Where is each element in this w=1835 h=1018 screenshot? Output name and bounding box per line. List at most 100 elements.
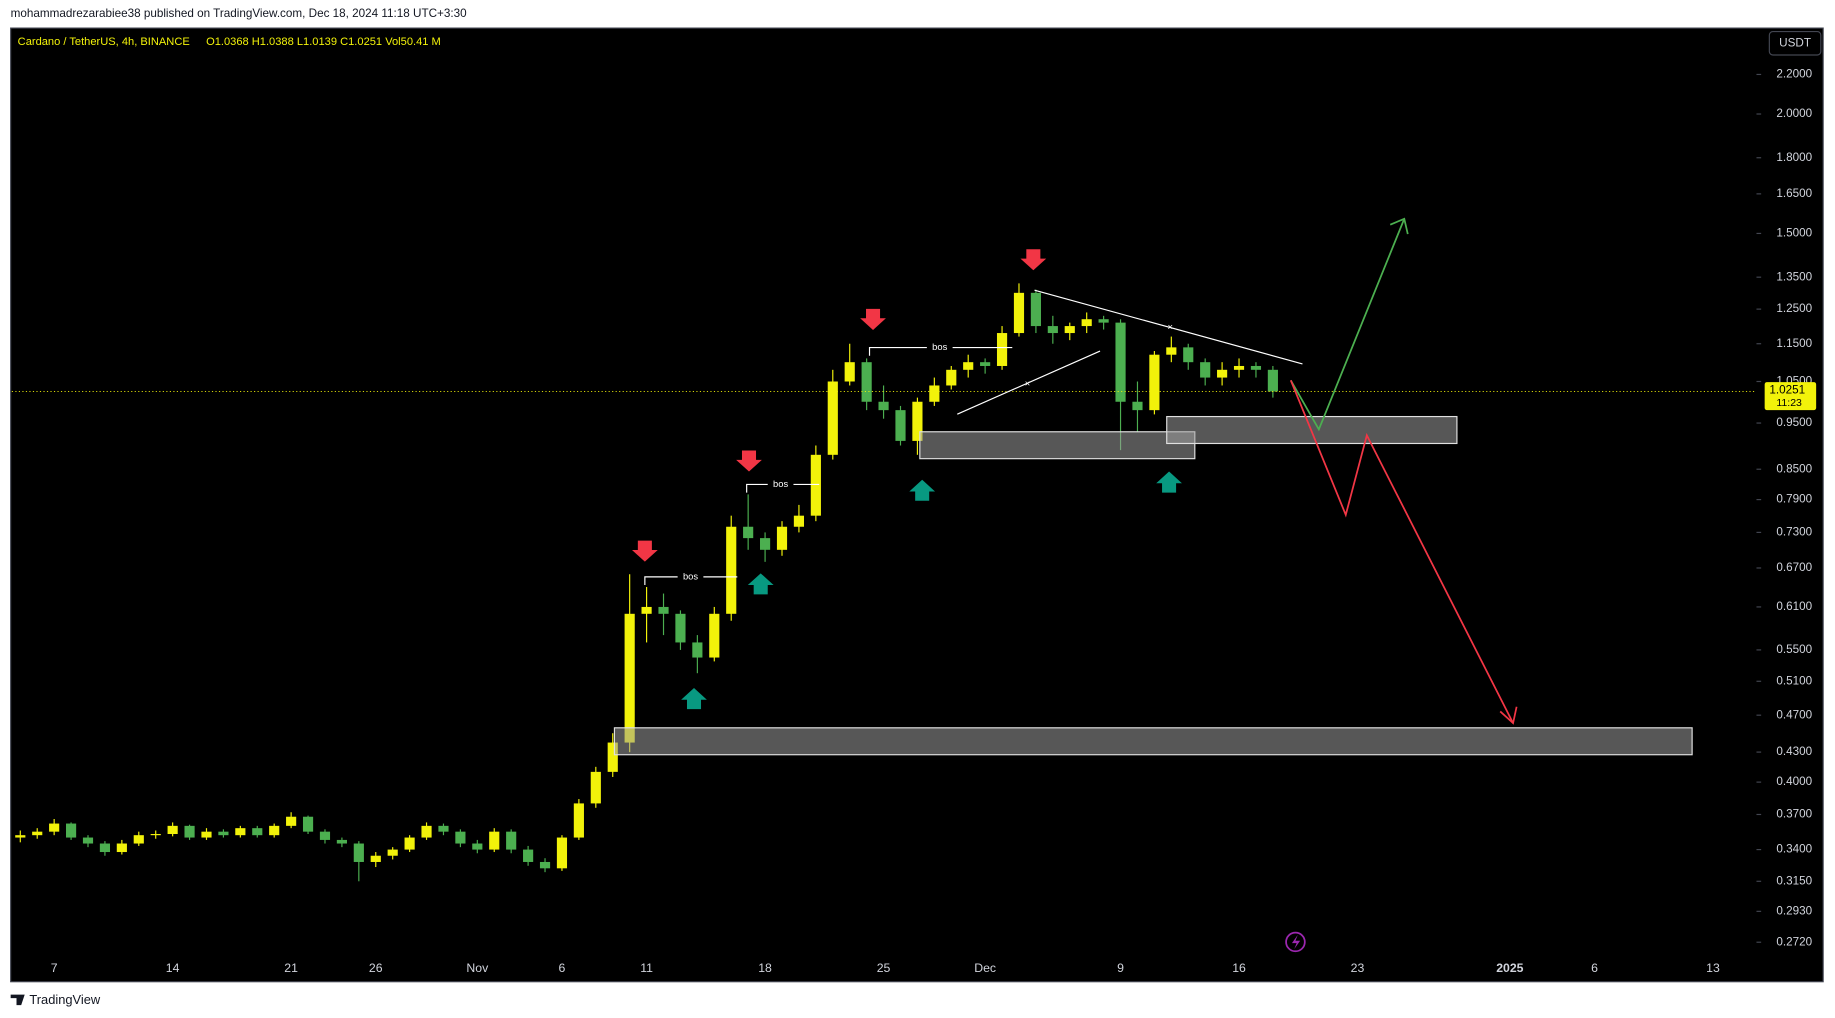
- arrowhead: [1389, 217, 1409, 235]
- candle-body: [455, 831, 466, 844]
- candle-body: [810, 454, 821, 516]
- candle-body: [201, 831, 212, 838]
- y-tick-label: 0.6100: [1776, 600, 1812, 613]
- currency-box[interactable]: [1768, 31, 1822, 56]
- candle-body: [1030, 292, 1041, 327]
- trendline: [957, 350, 1101, 415]
- zone: [919, 431, 1196, 460]
- bos-line: [644, 576, 738, 586]
- up-arrow: [1156, 471, 1182, 493]
- candle-body: [489, 831, 500, 850]
- y-tick-label: 0.3400: [1776, 843, 1812, 856]
- candle-body: [692, 642, 703, 658]
- candle-body: [49, 823, 60, 832]
- y-tick-label: 0.7300: [1776, 525, 1812, 538]
- candle-body: [184, 825, 195, 838]
- candle-body: [523, 849, 534, 862]
- candle-body: [963, 362, 974, 370]
- y-tick-label: 0.4000: [1776, 775, 1812, 788]
- candle-body: [1200, 362, 1211, 378]
- bos-bg: [767, 478, 794, 491]
- candle-body: [1149, 354, 1160, 411]
- candle-body: [370, 855, 381, 862]
- candle-body: [929, 385, 940, 402]
- events-icon[interactable]: [1285, 931, 1306, 953]
- candle-body: [1115, 322, 1126, 402]
- candle-body: [506, 831, 517, 850]
- y-tick-label: 0.2720: [1776, 935, 1812, 948]
- candle-body: [252, 828, 263, 836]
- x-marker: ×: [1168, 322, 1173, 332]
- candle-body: [641, 606, 652, 614]
- x-tick-label: 9: [1117, 961, 1124, 975]
- candle-body: [286, 816, 297, 826]
- candle-body: [760, 538, 771, 550]
- x-tick-label: 18: [758, 961, 772, 975]
- candle-body: [1166, 347, 1177, 355]
- candle-body: [116, 843, 127, 853]
- candle-body: [65, 823, 77, 838]
- y-tick-label: 0.5500: [1776, 643, 1812, 656]
- candle-body: [1217, 369, 1228, 378]
- candle-body: [1013, 292, 1025, 334]
- x-tick-label: 6: [559, 961, 566, 975]
- x-tick-label: 11: [640, 961, 653, 975]
- y-tick-label: 0.3150: [1776, 874, 1812, 887]
- candle-body: [590, 771, 601, 804]
- bos-bg: [926, 341, 953, 354]
- candle-body: [556, 837, 568, 869]
- candle-body: [1267, 369, 1278, 392]
- candle-body: [82, 837, 94, 844]
- y-tick-label: 0.4700: [1776, 708, 1812, 721]
- candle-body: [675, 613, 686, 643]
- candle-body: [996, 333, 1008, 366]
- candle-body: [658, 606, 669, 614]
- candle-body: [1233, 365, 1245, 370]
- candle-body: [421, 825, 432, 838]
- arrowhead: [1499, 706, 1518, 725]
- y-tick-label: 0.7900: [1776, 493, 1812, 506]
- currency: USDT: [1779, 36, 1811, 49]
- candle-body: [946, 369, 957, 386]
- candle-body: [776, 526, 788, 550]
- candle-body: [302, 816, 314, 832]
- down-arrow: [860, 308, 886, 330]
- y-tick-label: 2.0000: [1776, 107, 1812, 120]
- drawings: × × bos bos bos: [613, 217, 1693, 953]
- last-price-box: [1764, 382, 1817, 411]
- ohlc-info: O1.0368 H1.0388 L1.0139 C1.0251 Vol50.41…: [206, 36, 441, 48]
- x-tick-label: 6: [1591, 961, 1598, 975]
- y-tick-label: 1.1500: [1776, 337, 1812, 350]
- y-tick-label: 1.3500: [1776, 270, 1812, 283]
- x-tick-label: 21: [284, 961, 298, 975]
- candle-body: [1132, 401, 1143, 411]
- bos-line: [746, 483, 820, 493]
- y-tick-label: 0.3700: [1776, 808, 1812, 821]
- x-tick-label: 25: [877, 961, 891, 975]
- candle-body: [1183, 347, 1194, 363]
- countdown: 11:23: [1776, 397, 1802, 409]
- candle-body: [404, 837, 415, 850]
- bos-bg: [677, 571, 704, 583]
- y-tick-label: 1.5000: [1776, 227, 1812, 240]
- y-tick-label: 0.4300: [1776, 745, 1812, 758]
- x-tick-label: Nov: [466, 961, 489, 975]
- up-arrow: [681, 688, 707, 710]
- bos-label: bos: [683, 571, 698, 581]
- candle-body: [1064, 326, 1075, 334]
- x-tick-label: Dec: [974, 961, 996, 975]
- y-tick-label: 0.5100: [1776, 674, 1812, 687]
- candle-body: [878, 401, 889, 411]
- bos-label: bos: [932, 342, 947, 352]
- x-tick-label: 7: [51, 961, 58, 975]
- candle-body: [827, 381, 838, 455]
- candle-body: [150, 834, 161, 836]
- x-tick-label: 14: [166, 961, 180, 975]
- chart-panel: [10, 27, 1824, 983]
- up-arrow: [747, 573, 774, 595]
- candle-body: [861, 362, 872, 402]
- down-arrow: [631, 540, 658, 562]
- x-tick-label: 13: [1706, 961, 1720, 975]
